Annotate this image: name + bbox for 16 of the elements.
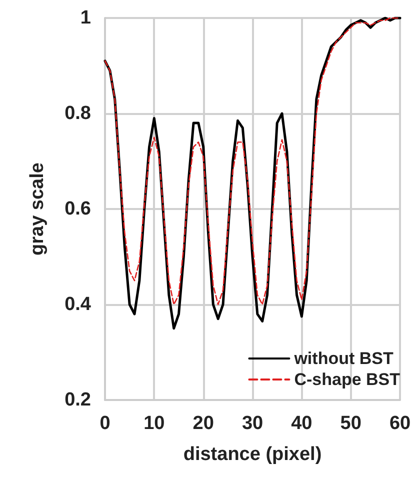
x-tick-label: 40: [291, 413, 312, 434]
x-tick-label: 0: [100, 413, 110, 434]
y-tick-label: 0.2: [64, 390, 91, 410]
y-tick-label: 0.4: [64, 294, 92, 315]
x-tick-label: 50: [340, 413, 362, 434]
legend-label: C-shape BST: [294, 370, 401, 389]
x-tick-label: 60: [389, 413, 411, 434]
y-axis-title: gray scale: [27, 162, 48, 256]
x-tick-label: 30: [242, 413, 264, 434]
x-tick-label: 10: [144, 413, 165, 434]
y-tick-label: 1: [80, 8, 92, 28]
x-tick-label: 20: [192, 413, 214, 434]
y-tick-label: 0.6: [64, 198, 91, 220]
x-axis-title: distance (pixel): [183, 444, 322, 465]
legend-label: without BST: [293, 349, 394, 368]
y-tick-label: 0.8: [64, 103, 91, 124]
